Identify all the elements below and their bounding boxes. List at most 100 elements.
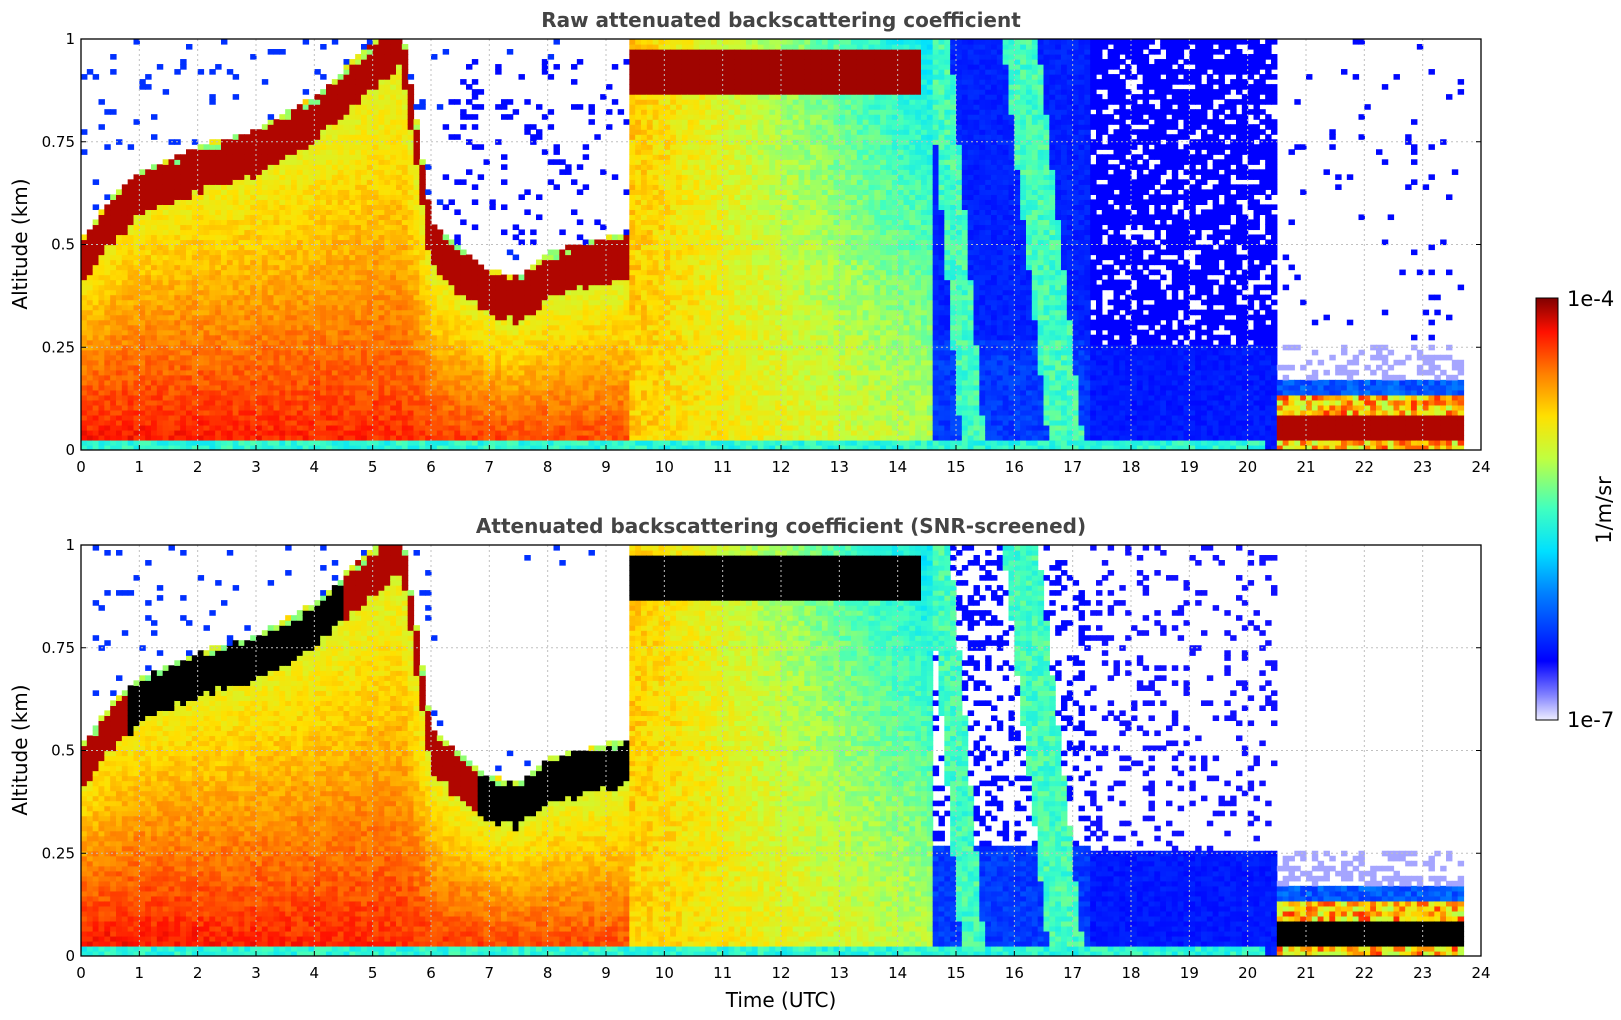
heatmap-cell	[238, 144, 245, 150]
heatmap-cell	[296, 304, 304, 311]
heatmap-cell	[296, 139, 304, 145]
heatmap-cell	[296, 294, 304, 301]
heatmap-cell	[331, 239, 339, 246]
heatmap-cell	[565, 394, 572, 401]
heatmap-cell	[390, 359, 397, 366]
heatmap-cell	[308, 124, 315, 130]
heatmap-cell	[349, 414, 356, 421]
heatmap-cell	[361, 384, 368, 391]
heatmap-cell	[116, 409, 123, 416]
heatmap-cell	[104, 374, 111, 381]
heatmap-cell	[425, 369, 432, 376]
heatmap-cell	[302, 194, 310, 200]
heatmap-cell	[116, 209, 123, 216]
heatmap-cell	[501, 309, 508, 316]
heatmap-cell	[331, 254, 339, 261]
heatmap-cell	[226, 344, 234, 351]
heatmap-cell	[460, 124, 467, 130]
heatmap-cell	[250, 204, 257, 211]
heatmap-cell	[378, 294, 385, 301]
heatmap-cell	[401, 324, 409, 331]
heatmap-cell	[378, 304, 385, 311]
heatmap-cell	[308, 384, 315, 391]
heatmap-cell	[209, 414, 216, 421]
heatmap-cell	[267, 209, 275, 216]
heatmap-cell	[419, 254, 426, 261]
heatmap-cell	[337, 344, 345, 351]
heatmap-cell	[302, 39, 310, 45]
heatmap-cell	[343, 184, 350, 190]
heatmap-cell	[162, 444, 170, 450]
heatmap-cell	[209, 154, 216, 160]
heatmap-cell	[139, 234, 146, 241]
heatmap-cell	[460, 329, 467, 336]
heatmap-cell	[285, 309, 292, 316]
heatmap-cell	[343, 199, 350, 205]
heatmap-cell	[203, 199, 210, 205]
heatmap-cell	[337, 139, 345, 145]
heatmap-cell	[197, 314, 205, 321]
heatmap-cell	[232, 164, 240, 170]
heatmap-cell	[261, 194, 269, 200]
heatmap-cell	[419, 434, 426, 441]
heatmap-cell	[98, 249, 105, 256]
heatmap-cell	[139, 409, 146, 416]
heatmap-cell	[436, 359, 444, 366]
heatmap-cell	[495, 409, 502, 416]
heatmap-cell	[390, 319, 397, 326]
heatmap-cell	[186, 409, 193, 416]
heatmap-cell	[279, 409, 286, 416]
heatmap-cell	[425, 444, 432, 450]
heatmap-cell	[296, 414, 304, 421]
heatmap-cell	[396, 349, 403, 356]
heatmap-cell	[320, 339, 327, 346]
heatmap-cell	[419, 99, 426, 105]
heatmap-cell	[256, 224, 263, 231]
heatmap-cell	[331, 354, 339, 361]
heatmap-cell	[442, 349, 450, 356]
heatmap-cell	[320, 109, 327, 115]
heatmap-cell	[419, 174, 426, 180]
heatmap-cell	[238, 404, 245, 411]
heatmap-cell	[285, 204, 292, 211]
heatmap-cell	[226, 349, 234, 356]
heatmap-cell	[296, 159, 304, 165]
heatmap-cell	[512, 364, 520, 371]
heatmap-cell	[186, 434, 193, 441]
heatmap-cell	[267, 264, 275, 271]
heatmap-cell	[256, 229, 263, 236]
heatmap-cell	[460, 444, 467, 450]
heatmap-cell	[279, 179, 286, 185]
heatmap-cell	[180, 404, 187, 411]
heatmap-cell	[250, 299, 257, 306]
heatmap-cell	[565, 429, 572, 436]
heatmap-cell	[355, 334, 362, 341]
heatmap-cell	[151, 239, 158, 246]
heatmap-cell	[442, 364, 450, 371]
heatmap-cell	[133, 379, 140, 386]
heatmap-cell	[92, 389, 100, 396]
heatmap-cell	[407, 109, 415, 115]
heatmap-cell	[121, 219, 129, 226]
heatmap-cell	[162, 289, 170, 296]
heatmap-cell	[308, 229, 315, 236]
heatmap-cell	[390, 94, 397, 100]
heatmap-cell	[407, 144, 415, 150]
heatmap-cell	[215, 444, 222, 450]
heatmap-cell	[506, 379, 514, 386]
heatmap-cell	[92, 204, 100, 211]
heatmap-cell	[273, 404, 280, 411]
heatmap-cell	[279, 164, 286, 170]
heatmap-cell	[536, 444, 543, 450]
heatmap-cell	[302, 409, 310, 416]
heatmap-cell	[261, 304, 269, 311]
heatmap-cell	[110, 424, 117, 431]
heatmap-cell	[518, 329, 525, 336]
heatmap-cell	[553, 269, 560, 276]
heatmap-cell	[238, 309, 245, 316]
heatmap-cell	[121, 224, 129, 231]
heatmap-cell	[116, 204, 123, 211]
heatmap-cell	[547, 444, 555, 450]
heatmap-cell	[419, 169, 426, 175]
heatmap-cell	[419, 324, 426, 331]
